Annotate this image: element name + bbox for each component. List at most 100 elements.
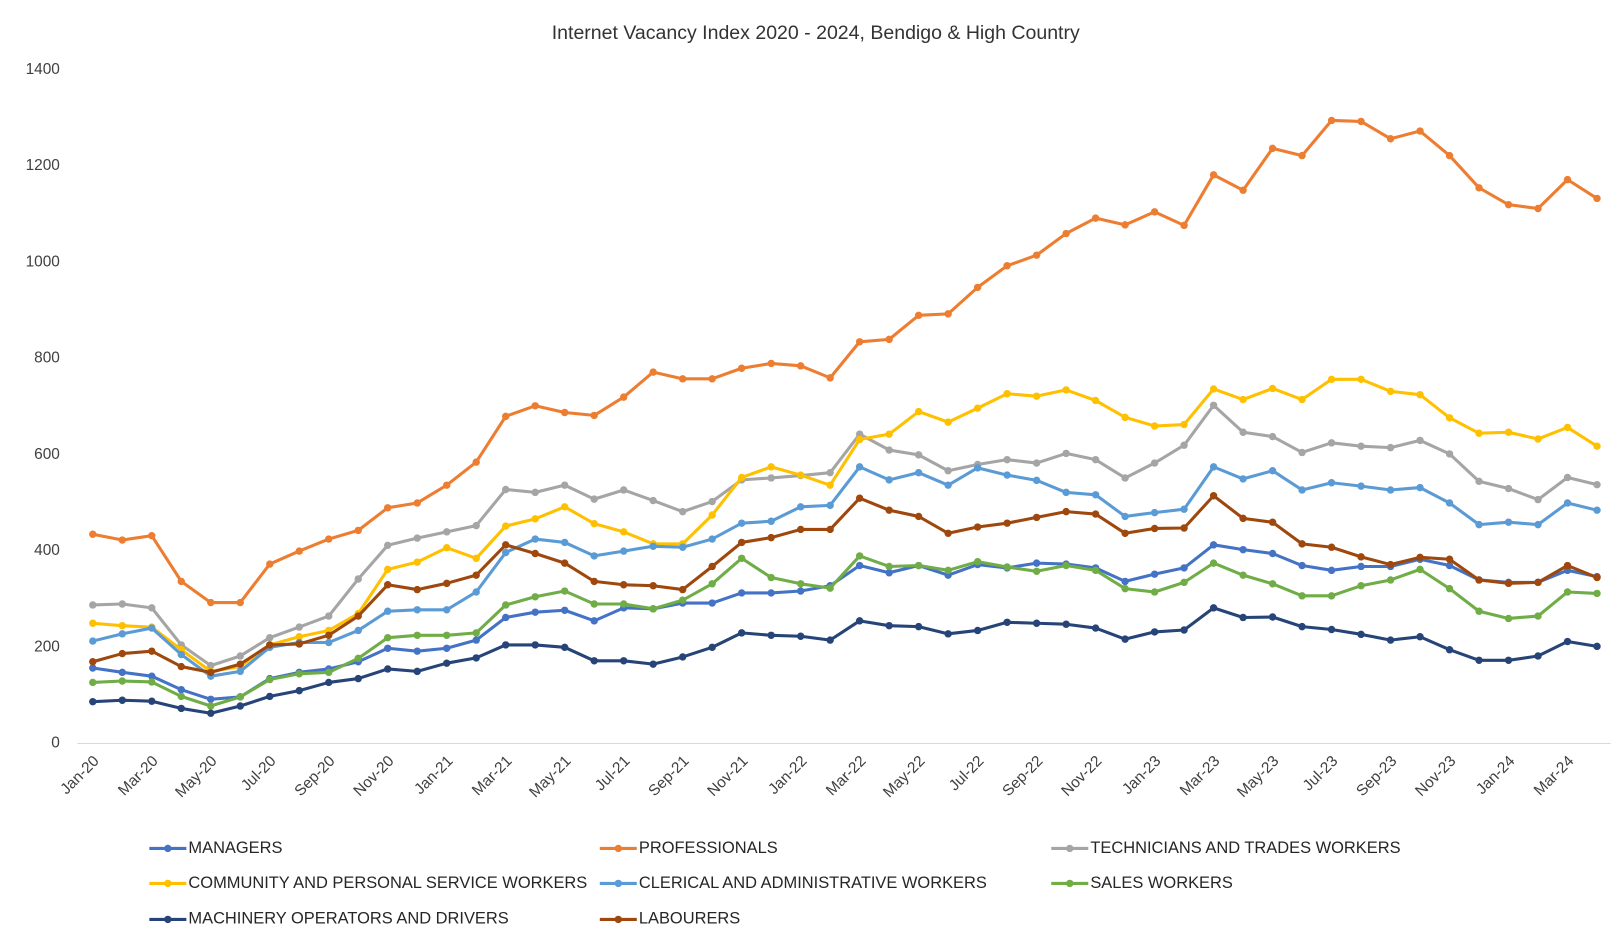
data-point	[1534, 204, 1542, 213]
data-point	[354, 612, 362, 620]
data-point	[1268, 432, 1277, 441]
data-point	[1032, 559, 1041, 567]
data-point	[502, 522, 510, 530]
data-point	[1386, 486, 1395, 494]
series-line	[92, 118, 1598, 605]
data-point	[737, 629, 746, 637]
data-point	[502, 548, 510, 557]
data-point	[236, 660, 244, 668]
data-point	[590, 577, 598, 586]
legend-item: MANAGERS	[149, 839, 283, 857]
data-point	[855, 561, 864, 570]
data-point	[1121, 584, 1129, 593]
data-point	[885, 621, 893, 630]
data-point	[1062, 229, 1070, 238]
data-point	[1091, 510, 1100, 518]
data-point	[885, 446, 893, 454]
data-point	[325, 535, 333, 543]
data-point	[1121, 635, 1129, 643]
data-point	[796, 503, 805, 511]
chart-title: Internet Vacancy Index 2020 - 2024, Bend…	[552, 22, 1080, 44]
data-point	[885, 476, 893, 484]
data-point	[177, 692, 185, 701]
data-point	[1239, 545, 1247, 554]
data-point	[796, 525, 805, 534]
data-point	[266, 633, 274, 642]
data-point	[944, 566, 952, 575]
data-point	[148, 604, 156, 612]
data-point	[266, 675, 274, 684]
data-point	[1150, 508, 1159, 517]
data-point	[1298, 448, 1306, 457]
data-point	[148, 697, 156, 705]
legend-label: LABOURERS	[639, 910, 740, 928]
y-tick-label: 200	[34, 638, 60, 655]
data-point	[944, 310, 952, 318]
data-point	[118, 649, 126, 658]
data-point	[914, 512, 923, 521]
data-point	[177, 685, 185, 694]
data-point	[1416, 436, 1424, 445]
data-point	[1121, 512, 1129, 521]
series-line	[92, 494, 1598, 674]
data-point	[354, 674, 362, 683]
data-point	[590, 600, 598, 608]
legend-marker	[1066, 879, 1074, 888]
data-point	[1386, 560, 1395, 569]
data-point	[619, 393, 628, 401]
data-point	[1062, 449, 1070, 458]
y-tick-label: 1200	[26, 157, 60, 174]
data-point	[89, 678, 97, 687]
data-point	[295, 633, 303, 641]
data-point	[1298, 486, 1306, 494]
data-point	[1327, 375, 1336, 384]
data-point	[1327, 543, 1336, 551]
legend-marker	[1066, 844, 1074, 853]
data-point	[590, 552, 598, 560]
data-point	[1239, 571, 1247, 579]
data-point	[1327, 566, 1336, 575]
data-point	[236, 652, 244, 660]
data-point	[649, 496, 657, 505]
data-point	[384, 644, 392, 652]
legend-label: SALES WORKERS	[1090, 874, 1233, 892]
data-point	[502, 613, 510, 622]
legend-marker	[164, 844, 172, 853]
data-point	[973, 557, 982, 566]
legend-item: SALES WORKERS	[1051, 874, 1233, 892]
data-point	[325, 678, 333, 687]
data-point	[1475, 429, 1483, 437]
data-point	[855, 338, 864, 346]
data-point	[118, 621, 126, 630]
data-point	[1504, 518, 1513, 526]
data-point	[236, 693, 244, 701]
legend-item: LABOURERS	[599, 910, 740, 928]
data-point	[1032, 567, 1041, 575]
data-point	[1593, 573, 1601, 582]
data-point	[973, 523, 982, 531]
data-point	[1534, 652, 1542, 660]
data-point	[1239, 475, 1247, 483]
data-point	[1003, 519, 1011, 527]
data-point	[826, 525, 834, 534]
data-point	[737, 364, 746, 372]
data-point	[708, 643, 716, 652]
data-point	[1003, 455, 1011, 464]
data-point	[708, 580, 716, 588]
data-point	[354, 654, 362, 663]
data-point	[855, 552, 864, 560]
data-point	[1091, 396, 1100, 405]
data-point	[1475, 184, 1483, 192]
data-point	[1180, 626, 1188, 634]
data-point	[590, 495, 598, 503]
data-point	[1091, 491, 1100, 499]
data-point	[1180, 578, 1188, 587]
data-point	[118, 600, 126, 608]
data-point	[266, 692, 274, 701]
data-point	[1209, 385, 1218, 393]
data-point	[177, 704, 185, 713]
data-point	[89, 664, 97, 672]
data-point	[826, 468, 834, 477]
data-point	[1032, 513, 1041, 522]
data-point	[236, 702, 244, 710]
